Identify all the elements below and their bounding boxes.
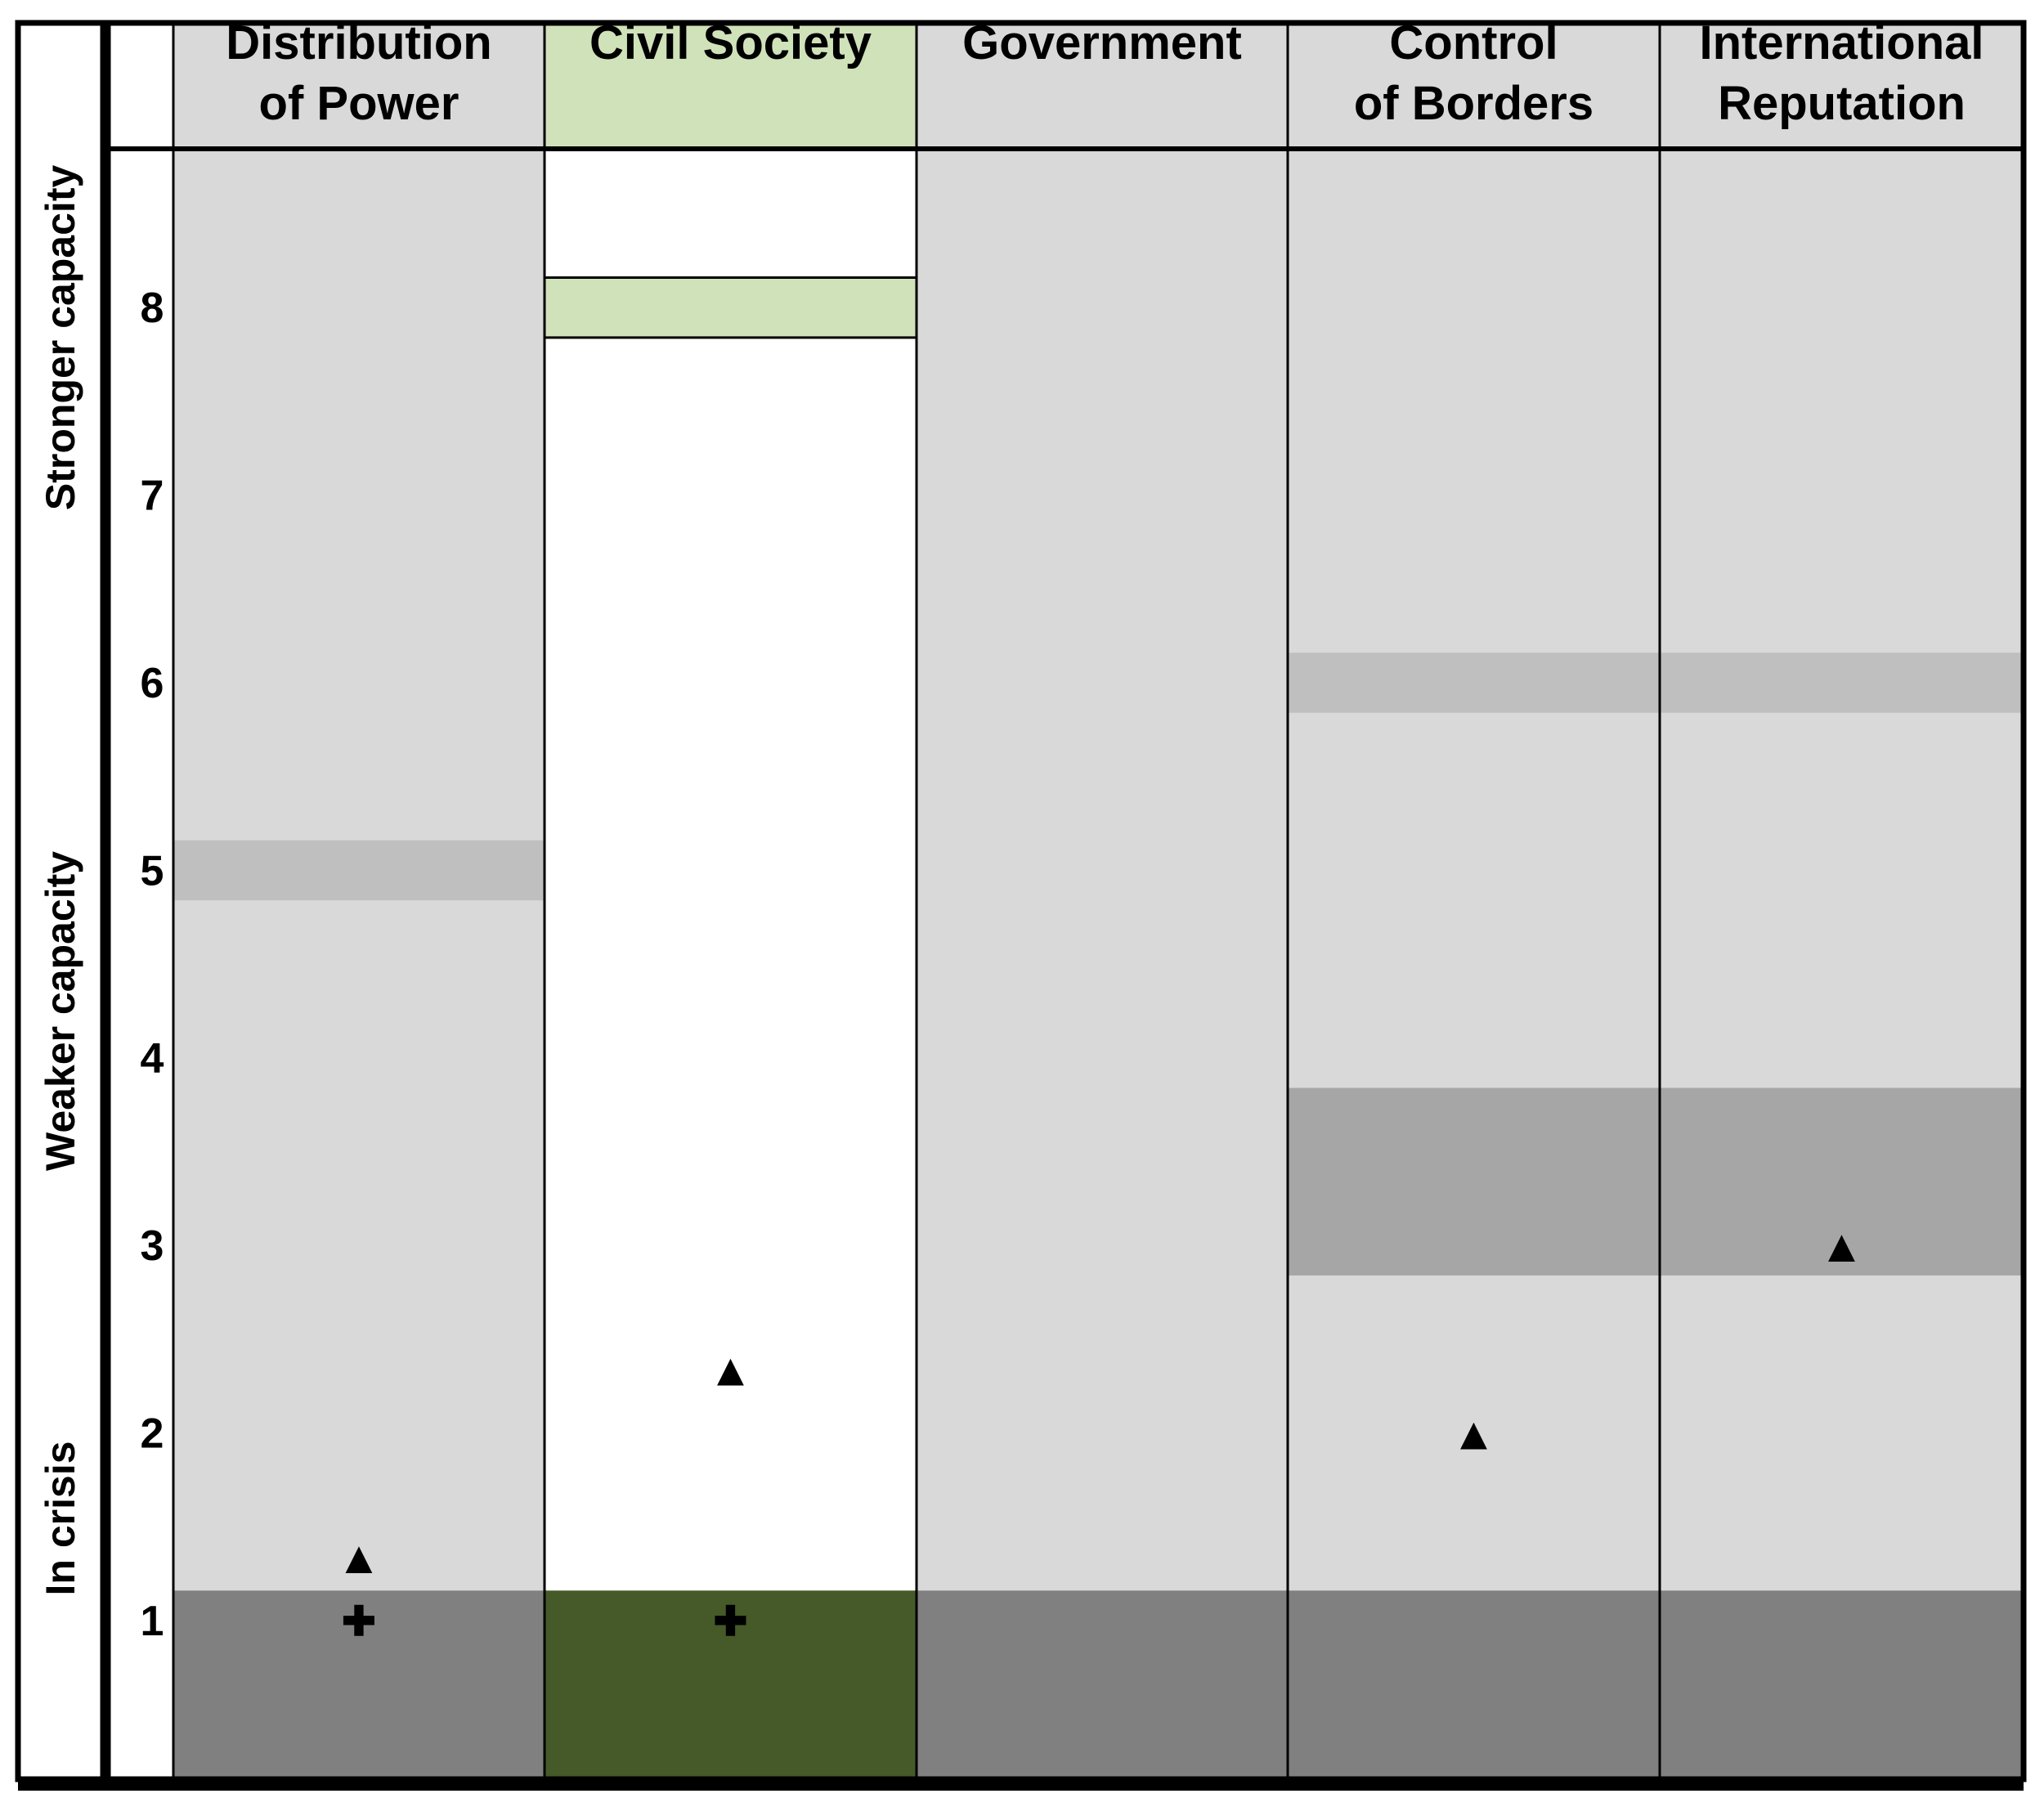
triangle-marker: ▲ [1819, 1220, 1864, 1271]
column-header: Distribution of Power [226, 16, 491, 130]
column-header-fill [545, 23, 917, 149]
y-tick-label: 2 [141, 1410, 164, 1458]
bottom-shadow [18, 1779, 2024, 1791]
triangle-marker: ▲ [1451, 1408, 1496, 1460]
column-crisis-band [173, 1590, 545, 1779]
column-header-line: Government [962, 16, 1242, 70]
column-crisis-band [545, 1590, 917, 1779]
plus-marker: ✚ [342, 1599, 376, 1644]
column-header-fill [917, 23, 1288, 149]
triangle-marker: ▲ [708, 1344, 753, 1396]
column-header: International Reputation [1699, 16, 1983, 130]
side-capacity-label: In crisis [38, 1441, 83, 1595]
column-crisis-band [1660, 1590, 2024, 1779]
column-header-fill [173, 23, 545, 149]
y-tick-label: 1 [141, 1598, 164, 1645]
column-header: Control of Borders [1354, 16, 1594, 130]
chart-bands [173, 276, 2024, 1276]
chart-fills [173, 23, 2024, 1779]
column-header-line: Civil Society [589, 16, 872, 70]
column-body-fill [1288, 149, 1660, 1591]
column-header-line: International [1699, 16, 1983, 70]
y-tick-label: 3 [141, 1222, 164, 1270]
y-tick-label: 7 [141, 473, 164, 520]
chart-lines [15, 20, 2027, 1791]
y-tick-label: 6 [141, 660, 164, 707]
column-body-fill [917, 149, 1288, 1591]
column-header-line: Reputation [1718, 77, 1966, 130]
column-body-fill [1660, 149, 2024, 1591]
column-header: Government [962, 16, 1242, 70]
capacity-band [1288, 1087, 1660, 1276]
capacity-band [545, 277, 917, 338]
column-header-fill [1660, 23, 2024, 149]
y-tick-label: 5 [141, 847, 164, 895]
column-header-line: Control [1389, 16, 1558, 70]
column-header-line: of Power [259, 77, 459, 130]
column-header: Civil Society [589, 16, 872, 70]
column-header-fill [1288, 23, 1660, 149]
capacity-band [173, 840, 545, 901]
chart-labels: Distribution of Power Civil Society Governm… [38, 16, 1984, 1645]
chart-markers: ▲ ✚ ▲ ✚ ▲ ▲ [336, 1220, 1864, 1644]
y-tick-label: 4 [141, 1035, 164, 1083]
side-capacity-label: Stronger capacity [38, 165, 83, 511]
triangle-marker: ▲ [336, 1531, 381, 1583]
y-tick-label: 8 [141, 285, 164, 332]
column-body-fill [545, 149, 917, 1591]
plus-marker: ✚ [714, 1599, 748, 1644]
column-crisis-band [917, 1590, 1288, 1779]
column-header-line: of Borders [1354, 77, 1594, 130]
capacity-band [1660, 1087, 2024, 1276]
capacity-band [1660, 652, 2024, 713]
capacity-band [1288, 652, 1660, 713]
column-crisis-band [1288, 1590, 1660, 1779]
column-header-line: Distribution [226, 16, 491, 70]
side-capacity-label: Weaker capacity [38, 851, 83, 1171]
